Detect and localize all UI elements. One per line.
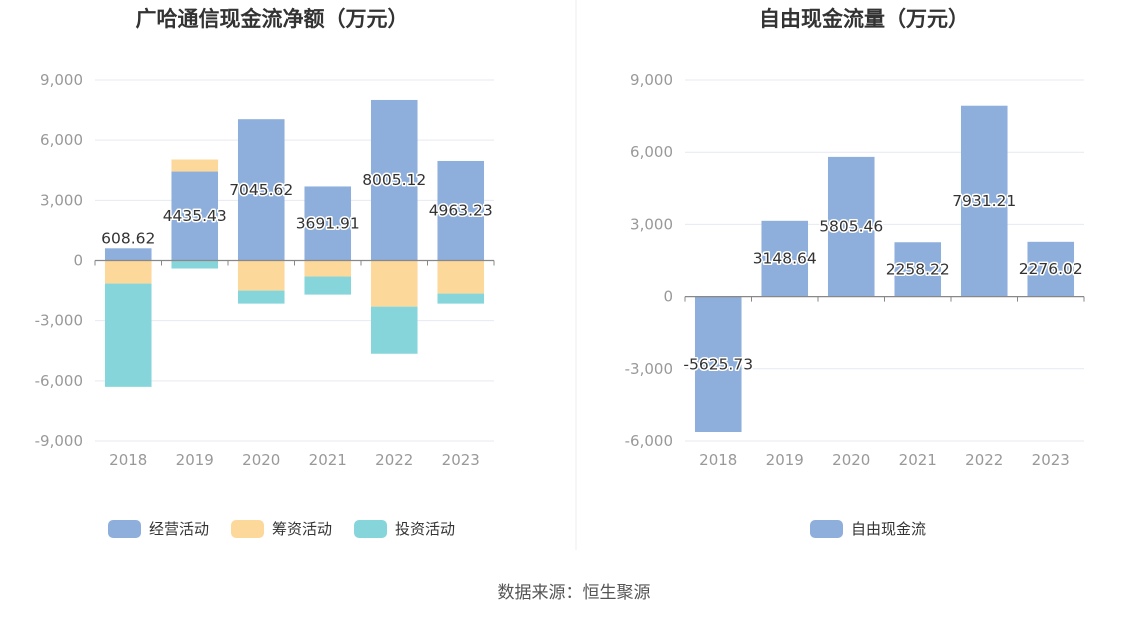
data-label: 3691.91 xyxy=(296,214,360,232)
x-tick-label: 2023 xyxy=(442,451,480,469)
data-label: 608.62 xyxy=(101,229,155,247)
y-tick-label: 9,000 xyxy=(40,71,83,89)
bar-operating-2018 xyxy=(104,248,152,261)
bar-operating-2019 xyxy=(171,171,219,261)
data-label: 8005.12 xyxy=(362,171,426,189)
bar-operating-2022 xyxy=(370,99,418,261)
data-label: 2258.22 xyxy=(886,260,950,278)
x-tick-label: 2020 xyxy=(832,451,870,469)
legend-label: 自由现金流 xyxy=(851,520,926,538)
legend-label: 筹资活动 xyxy=(272,520,332,538)
bar-free_cash_flow-2018 xyxy=(694,296,742,432)
bar-operating-2023 xyxy=(437,160,485,261)
x-tick-label: 2020 xyxy=(242,451,280,469)
legend-swatch-operating xyxy=(108,520,141,538)
bar-investing-2023 xyxy=(437,293,485,304)
data-label: 5805.46 xyxy=(819,218,883,236)
legend-swatch-financing xyxy=(231,520,265,538)
y-tick-label: 6,000 xyxy=(40,131,83,149)
bar-financing-2018 xyxy=(104,260,152,284)
legend-swatch-investing xyxy=(354,520,388,538)
data-label: 4963.23 xyxy=(429,202,493,220)
bar-financing-2022 xyxy=(370,260,418,307)
x-tick-label: 2019 xyxy=(176,451,214,469)
bar-investing-2018 xyxy=(104,283,152,387)
x-tick-label: 2021 xyxy=(899,451,937,469)
bar-free_cash_flow-2023 xyxy=(1027,241,1075,297)
x-tick-label: 2018 xyxy=(699,451,737,469)
bar-free_cash_flow-2020 xyxy=(827,156,875,297)
legend-swatch-free_cash_flow xyxy=(810,520,843,538)
bar-free_cash_flow-2022 xyxy=(960,105,1008,297)
y-tick-label: 9,000 xyxy=(630,71,673,89)
chart-panel-1: 广哈通信现金流净额（万元） 9,000 6,000 3,000 0 -3,000 -6,00… xyxy=(35,7,495,538)
data-label: 4435.43 xyxy=(163,207,227,225)
x-tick-label: 2021 xyxy=(309,451,347,469)
data-label: 3148.64 xyxy=(753,250,817,268)
legend-label: 投资活动 xyxy=(395,520,455,538)
data-label: 2276.02 xyxy=(1019,260,1083,278)
data-label: -5625.73 xyxy=(683,355,753,373)
data-label: 7931.21 xyxy=(952,192,1016,210)
y-tick-label: -6,000 xyxy=(35,372,83,390)
y-tick-label: -3,000 xyxy=(625,360,673,378)
bar-free_cash_flow-2021 xyxy=(894,242,942,297)
x-tick-label: 2018 xyxy=(109,451,147,469)
data-label: 7045.62 xyxy=(229,181,293,199)
bar-operating-2020 xyxy=(237,119,285,261)
bar-free_cash_flow-2019 xyxy=(761,220,809,297)
y-tick-label: 3,000 xyxy=(630,215,673,233)
bar-financing-2021 xyxy=(304,260,352,277)
x-tick-label: 2019 xyxy=(766,451,804,469)
x-tick-label: 2023 xyxy=(1032,451,1070,469)
y-tick-label: -6,000 xyxy=(625,432,673,450)
chart-title: 广哈通信现金流净额（万元） xyxy=(136,7,409,31)
data-source-text: 数据来源：恒生聚源 xyxy=(498,583,651,603)
y-tick-label: -3,000 xyxy=(35,312,83,330)
legend-label: 经营活动 xyxy=(149,520,209,538)
y-tick-label: 0 xyxy=(663,288,673,306)
bar-investing-2021 xyxy=(304,276,352,295)
y-tick-label: 3,000 xyxy=(40,191,83,209)
y-tick-label: 0 xyxy=(73,252,83,270)
x-tick-label: 2022 xyxy=(375,451,413,469)
y-tick-label: -9,000 xyxy=(35,432,83,450)
bar-financing-2020 xyxy=(237,260,285,291)
x-tick-label: 2022 xyxy=(965,451,1003,469)
chart-title: 自由现金流量（万元） xyxy=(759,7,969,31)
bar-investing-2022 xyxy=(370,306,418,354)
bar-financing-2019 xyxy=(171,159,219,172)
bar-investing-2020 xyxy=(237,290,285,304)
bar-operating-2021 xyxy=(304,186,352,261)
y-tick-label: 6,000 xyxy=(630,143,673,161)
bar-investing-2019 xyxy=(171,260,219,269)
bar-financing-2023 xyxy=(437,260,485,294)
chart-panel-2: 自由现金流量（万元） 9,000 6,000 3,000 0 -3,000 -6,000 20… xyxy=(625,7,1085,538)
